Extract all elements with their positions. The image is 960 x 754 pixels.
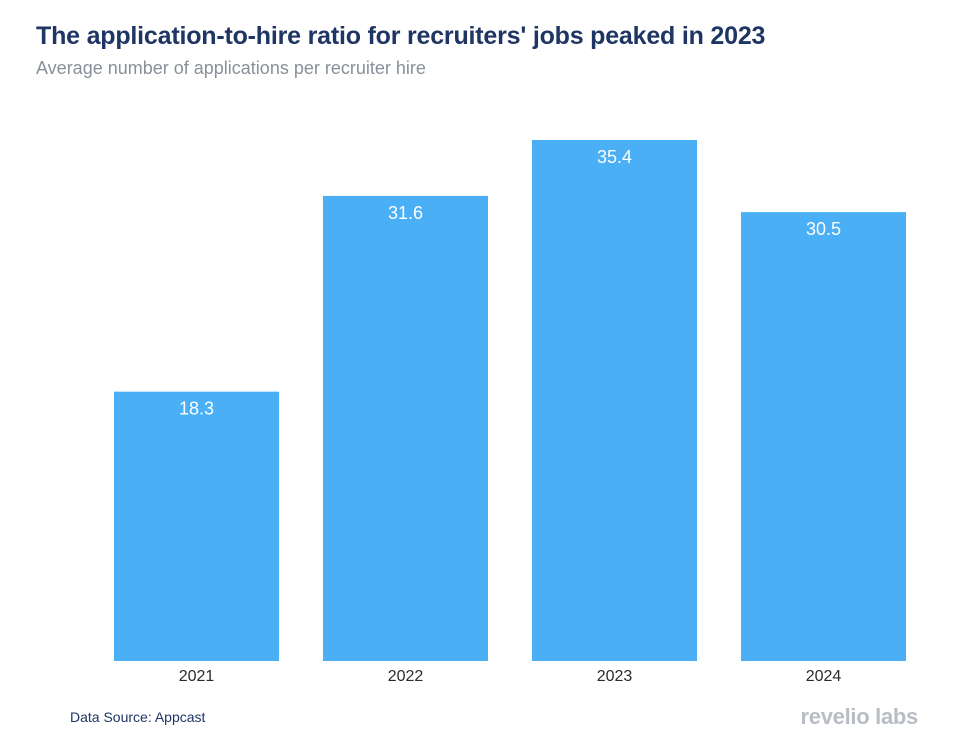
x-axis-tick-labels: 2021 2022 2023 2024: [179, 668, 842, 685]
bar-value-label-2024: 30.5: [806, 219, 841, 239]
chart-title: The application-to-hire ratio for recrui…: [36, 22, 766, 50]
bar-value-label-2021: 18.3: [179, 399, 214, 419]
bar-2024: [741, 212, 906, 661]
chart-subtitle: Average number of applications per recru…: [36, 58, 426, 78]
x-tick-label-2023: 2023: [597, 668, 633, 685]
bar-2021: [114, 391, 279, 661]
bars-group: [114, 140, 906, 661]
x-tick-label-2024: 2024: [806, 668, 842, 685]
x-tick-label-2021: 2021: [179, 668, 215, 685]
revelio-labs-logo: revelio labs: [800, 704, 919, 729]
bar-2023: [532, 140, 697, 661]
bar-value-labels: 18.3 31.6 35.4 30.5: [179, 147, 841, 419]
bar-value-label-2023: 35.4: [597, 147, 632, 167]
data-source-note: Data Source: Appcast: [70, 709, 206, 725]
bar-value-label-2022: 31.6: [388, 203, 423, 223]
x-tick-label-2022: 2022: [388, 668, 424, 685]
bar-2022: [323, 195, 488, 661]
